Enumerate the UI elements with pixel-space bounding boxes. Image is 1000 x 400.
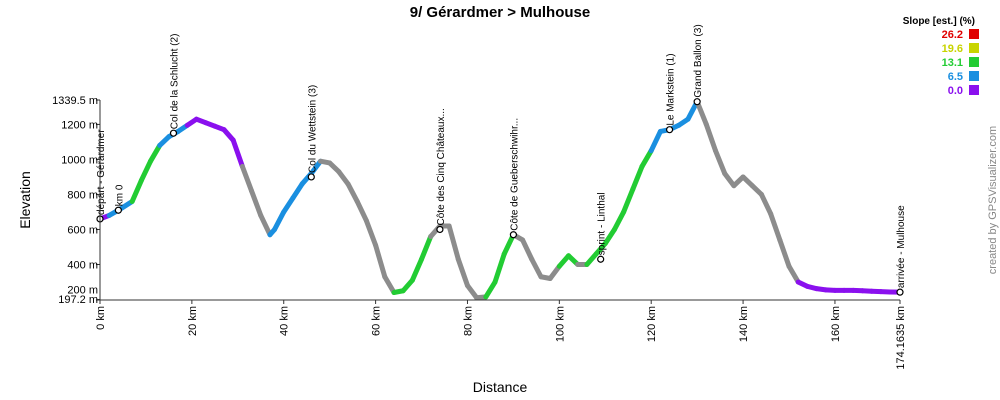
waypoint-label: arrivée - Mulhouse [896, 205, 907, 288]
legend-value: 6.5 [948, 71, 963, 83]
profile-segment [777, 237, 792, 269]
waypoint-label: Col du Wettstein (3) [307, 85, 318, 173]
legend-title: Slope [est.] (%) [903, 16, 975, 27]
profile-segment [239, 163, 255, 194]
y-tick-label: 400 m [67, 259, 98, 271]
profile-segment [258, 212, 273, 238]
waypoint-marker [665, 126, 674, 134]
x-tick-label: 80 km [462, 306, 474, 336]
profile-segment [409, 256, 425, 283]
legend-swatch [969, 43, 979, 53]
profile-segment [363, 218, 379, 248]
profile-segment [336, 169, 351, 187]
legend-value: 13.1 [942, 57, 963, 69]
profile-segment [464, 283, 480, 301]
legend-value: 0.0 [948, 85, 963, 97]
profile-segment [483, 279, 498, 300]
profile-segment [354, 198, 369, 224]
waypoint-label: départ - Gérardmer [96, 129, 107, 215]
waypoint-label: km 0 [114, 184, 125, 206]
y-tick-label: 197.2 m [58, 294, 98, 306]
profile-segment [611, 209, 627, 232]
waypoint-marker [693, 98, 701, 106]
x-tick-label: 20 km [187, 306, 199, 336]
y-axis-title: Elevation [17, 171, 33, 229]
plot-area: départ - Gérardmer km 0 Col de la Schlucht… [52, 24, 907, 369]
profile-segment [272, 209, 287, 232]
waypoint-marker [307, 173, 315, 181]
x-tick-label: 140 km [738, 306, 750, 342]
profile-segment [703, 121, 719, 154]
profile-segment [249, 188, 264, 218]
profile-segment [455, 256, 470, 289]
waypoint-label: Grand Ballon (3) [693, 24, 704, 97]
profile-segment [602, 226, 617, 246]
profile-segment [694, 99, 709, 127]
legend-swatch [969, 29, 979, 39]
profile-segment [758, 191, 774, 217]
profile-segment [308, 158, 323, 176]
waypoint-label: sprint - Linthal [597, 192, 608, 255]
profile-segment [148, 142, 163, 164]
waypoint-marker [597, 255, 605, 263]
waypoint-marker [509, 231, 518, 239]
x-tick-label: 160 km [830, 306, 842, 342]
legend-value: 26.2 [942, 29, 963, 41]
slope-legend: Slope [est.] (%) 26.2 19.6 13.1 6.5 0.0 [903, 16, 979, 97]
profile-segment [648, 128, 663, 154]
x-tick-label: 174.1635 km [895, 306, 907, 370]
chart-title: 9/ Gérardmer > Mulhouse [410, 4, 590, 21]
profile-segment [382, 274, 397, 296]
waypoint-label: Col de la Schlucht (2) [169, 34, 180, 130]
legend-swatch [969, 71, 979, 81]
profile-segment [129, 177, 144, 204]
waypoint-label: Côte des Cinq Châteaux... [436, 108, 447, 225]
profile-segment [492, 251, 507, 285]
y-tick-label: 1200 m [61, 119, 98, 131]
y-tick-label: 200 m [67, 285, 98, 297]
waypoint-label: Côte de Gueberschwihr... [509, 118, 520, 231]
waypoint-marker [114, 206, 122, 214]
profile-segment [621, 186, 636, 215]
profile-segment [281, 195, 296, 215]
x-tick-label: 60 km [371, 306, 383, 336]
profile-segment [138, 158, 154, 183]
y-tick-label: 1339.5 m [52, 95, 98, 107]
profile-segment [786, 263, 801, 285]
profile-segment [419, 233, 434, 262]
credit-text: created by GPSVisualizer.com [987, 126, 999, 274]
profile-segment [768, 211, 783, 243]
legend-value: 19.6 [942, 43, 963, 55]
profile-segment [290, 181, 305, 201]
x-tick-label: 0 km [95, 306, 107, 330]
legend-swatch [969, 85, 979, 95]
waypoint-label: Le Markstein (1) [666, 53, 677, 125]
profile-segment [446, 223, 461, 262]
waypoint-marker [169, 129, 178, 137]
profile-segment [529, 256, 544, 280]
waypoint-marker [436, 225, 444, 234]
y-tick-label: 800 m [67, 189, 98, 201]
x-axis-title: Distance [473, 379, 528, 395]
profile-segment [373, 242, 388, 280]
waypoint-marker [896, 288, 904, 296]
y-tick-label: 600 m [67, 224, 98, 236]
legend-swatch [969, 57, 979, 67]
y-tick-label: 1000 m [61, 154, 98, 166]
profile-segment [639, 148, 654, 169]
profile-segment [520, 237, 535, 262]
x-tick-label: 120 km [646, 306, 658, 342]
profile-segment [547, 263, 562, 281]
x-tick-label: 40 km [279, 306, 291, 336]
profile-segment [230, 137, 245, 169]
x-tick-label: 100 km [554, 306, 566, 342]
profile-segment [722, 170, 737, 189]
profile-segment [713, 148, 728, 176]
profile-segment [345, 181, 360, 204]
profile-segment [630, 163, 645, 192]
